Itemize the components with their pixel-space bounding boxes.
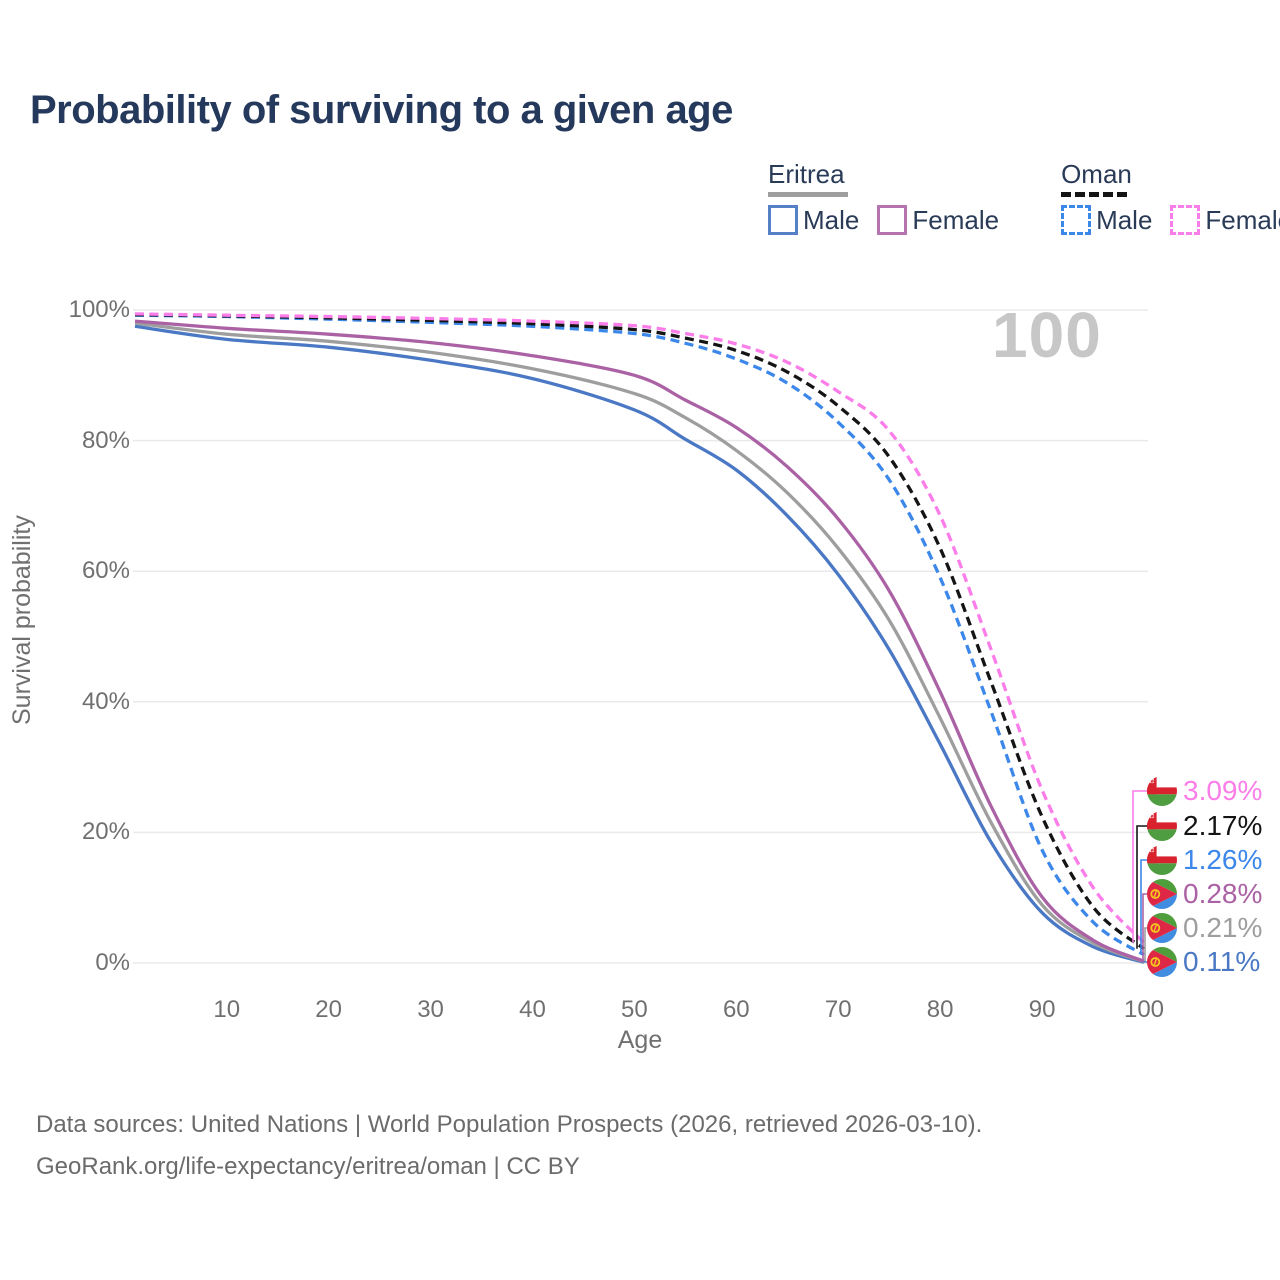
- legend-solid-line-swatch: [768, 191, 848, 197]
- legend-item-eritrea-female[interactable]: Female: [877, 205, 999, 236]
- x-tick-label-90: 90: [1028, 996, 1056, 1023]
- eritrea-flag-icon: [1147, 947, 1177, 977]
- legend-item-label: Male: [1096, 204, 1153, 235]
- y-tick-label-40%: 40%: [81, 687, 130, 715]
- x-tick-label-20: 20: [315, 996, 342, 1023]
- end-label-row-eritrea-female: 0.28%: [1147, 878, 1262, 910]
- eritrea-flag-icon: [1147, 913, 1177, 943]
- footer-data-sources: Data sources: United Nations | World Pop…: [36, 1111, 983, 1138]
- end-value-eritrea-both-sexes: 0.21%: [1183, 912, 1263, 943]
- oman-flag-icon: [1147, 845, 1177, 875]
- legend-country-label: Eritrea: [768, 159, 845, 189]
- curve-oman-female[interactable]: [134, 312, 1146, 944]
- y-tick-label-0%: 0%: [95, 949, 130, 976]
- y-tick-label-60%: 60%: [81, 557, 130, 585]
- curve-eritrea-both-sexes[interactable]: [134, 321, 1145, 964]
- eritrea-flag-icon: [1147, 879, 1177, 909]
- x-tick-label-80: 80: [926, 996, 954, 1023]
- y-axis-label: Survival probability: [8, 515, 36, 725]
- oman-flag-icon: [1147, 776, 1177, 806]
- legend: Eritrea Male Female Oman Male Female: [768, 160, 1280, 236]
- legend-checkbox-eritrea-male[interactable]: [768, 205, 798, 236]
- end-label-connector-oman-female: [1132, 790, 1147, 943]
- end-label-row-oman-both-sexes: 2.17%: [1147, 810, 1262, 842]
- legend-item-eritrea-male[interactable]: Male: [768, 205, 859, 236]
- end-label-row-oman-female: 3.09%: [1147, 775, 1262, 807]
- end-label-row-eritrea-male: 0.11%: [1147, 946, 1260, 978]
- end-label-row-oman-male: 1.26%: [1147, 844, 1262, 876]
- x-tick-label-50: 50: [621, 996, 648, 1023]
- x-tick-label-10: 10: [213, 996, 241, 1023]
- footer-attribution: GeoRank.org/life-expectancy/eritrea/oman…: [36, 1153, 580, 1180]
- legend-item-label: Male: [803, 204, 860, 235]
- y-tick-label-20%: 20%: [81, 818, 130, 846]
- age-watermark: 100: [992, 299, 1102, 371]
- legend-item-oman-male[interactable]: Male: [1061, 205, 1152, 236]
- legend-item-label: Female: [1205, 204, 1280, 235]
- end-label-connector-oman-both-sexes: [1136, 825, 1147, 949]
- end-value-oman-female: 3.09%: [1183, 775, 1263, 806]
- legend-group-oman: Oman Male Female: [1061, 160, 1280, 236]
- curve-eritrea-female[interactable]: [134, 319, 1145, 963]
- page-title: Probability of surviving to a given age: [30, 88, 733, 132]
- x-axis-label: Age: [617, 1026, 663, 1054]
- legend-dashed-line-swatch: [1061, 191, 1128, 197]
- y-tick-label-100%: 100%: [68, 296, 130, 323]
- x-tick-label-100: 100: [1123, 996, 1165, 1023]
- x-tick-label-60: 60: [722, 996, 750, 1023]
- curve-eritrea-male[interactable]: [134, 324, 1145, 964]
- legend-item-label: Female: [912, 204, 1000, 235]
- y-tick-label-80%: 80%: [81, 426, 130, 454]
- legend-country-label: Oman: [1061, 159, 1132, 189]
- x-tick-label-70: 70: [824, 996, 852, 1023]
- end-value-eritrea-female: 0.28%: [1183, 878, 1263, 909]
- end-value-eritrea-male: 0.11%: [1183, 946, 1261, 977]
- curve-oman-male[interactable]: [134, 313, 1145, 957]
- curve-oman-both-sexes[interactable]: [134, 312, 1146, 951]
- legend-item-oman-female[interactable]: Female: [1170, 205, 1280, 236]
- legend-checkbox-oman-female[interactable]: [1170, 205, 1201, 236]
- footer: Data sources: United Nations | World Pop…: [36, 1104, 982, 1188]
- legend-checkbox-oman-male[interactable]: [1061, 205, 1092, 236]
- end-value-oman-both-sexes: 2.17%: [1183, 810, 1263, 841]
- legend-group-eritrea: Eritrea Male Female: [768, 160, 999, 236]
- x-tick-label-30: 30: [417, 996, 444, 1023]
- x-tick-label-40: 40: [519, 996, 546, 1023]
- end-value-oman-male: 1.26%: [1183, 844, 1263, 875]
- legend-checkbox-eritrea-female[interactable]: [877, 205, 908, 236]
- end-label-row-eritrea-both-sexes: 0.21%: [1147, 912, 1262, 944]
- oman-flag-icon: [1147, 811, 1177, 841]
